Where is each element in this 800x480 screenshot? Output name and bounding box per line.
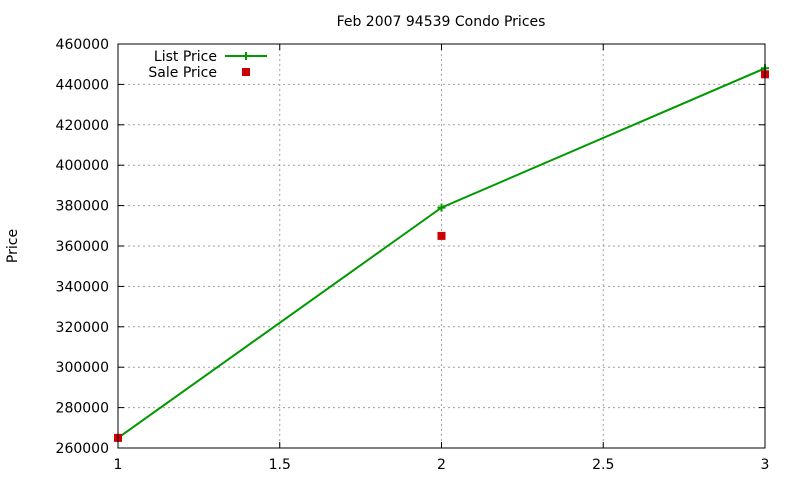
y-tick-label: 260000 xyxy=(56,441,109,457)
grid xyxy=(117,43,766,449)
y-tick-label: 400000 xyxy=(56,158,109,174)
x-tick-label: 2.5 xyxy=(592,457,614,473)
y-tick-label: 420000 xyxy=(56,118,109,134)
tick-labels: 260000 280000 300000 320000 340000 360000 3800… xyxy=(56,37,770,473)
series-line xyxy=(117,67,766,439)
legend-item: Sale Price xyxy=(148,65,250,81)
y-tick-label: 440000 xyxy=(56,77,109,93)
y-tick-label: 460000 xyxy=(56,37,109,53)
x-tick-label: 1 xyxy=(114,457,123,473)
y-tick-label: 360000 xyxy=(56,239,109,255)
legend-label: Sale Price xyxy=(148,65,217,81)
y-tick-label: 300000 xyxy=(56,360,109,376)
legend-marker xyxy=(242,52,250,60)
x-tick-label: 2 xyxy=(437,457,446,473)
series-sale-price xyxy=(114,70,769,442)
y-tick-label: 280000 xyxy=(56,401,109,417)
legend-marker xyxy=(242,68,250,76)
x-tick-label: 1.5 xyxy=(269,457,291,473)
data-point xyxy=(437,203,446,212)
legend-item: List Price xyxy=(154,49,267,65)
y-tick-label: 340000 xyxy=(56,279,109,295)
x-tick-label: 3 xyxy=(761,457,770,473)
y-tick-label: 380000 xyxy=(56,199,109,215)
y-axis-label: Price xyxy=(5,229,21,263)
chart-title: Feb 2007 94539 Condo Prices xyxy=(337,14,546,30)
y-tick-label: 320000 xyxy=(56,320,109,336)
legend-label: List Price xyxy=(154,49,217,65)
data-point xyxy=(437,231,446,240)
plot-frame xyxy=(117,43,766,449)
